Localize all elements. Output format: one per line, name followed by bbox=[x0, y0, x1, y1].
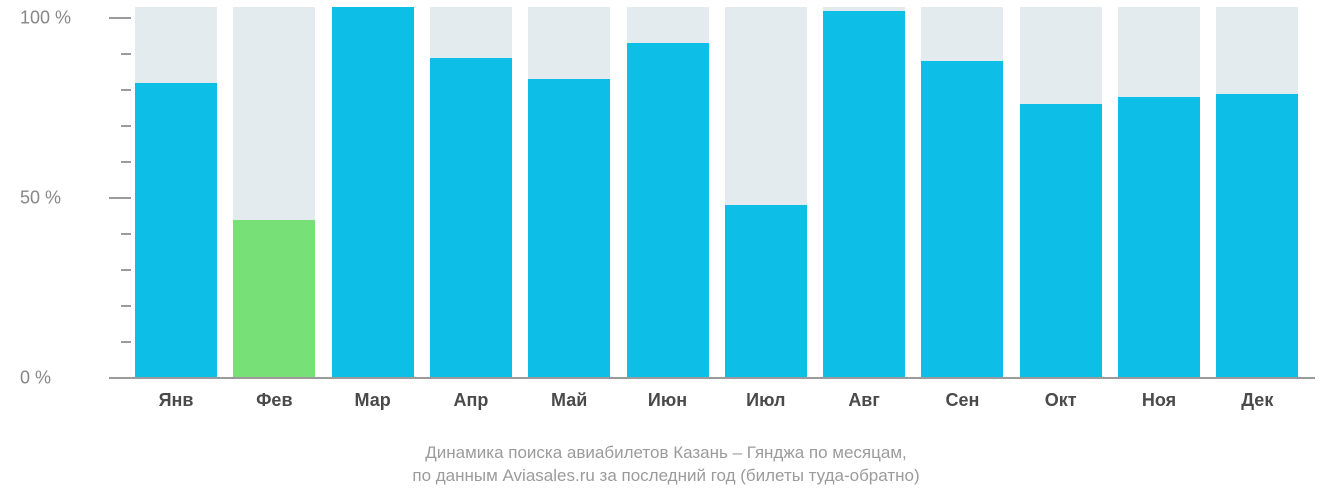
y-tick-major bbox=[109, 17, 131, 19]
y-tick-minor bbox=[121, 305, 131, 307]
bar-slot bbox=[430, 0, 512, 380]
x-tick-label: Май bbox=[551, 390, 587, 411]
bar-slot bbox=[135, 0, 217, 380]
bar bbox=[725, 205, 807, 378]
x-tick-label: Апр bbox=[453, 390, 488, 411]
y-tick-minor bbox=[121, 161, 131, 163]
bar-slot bbox=[1118, 0, 1200, 380]
bar bbox=[332, 7, 414, 378]
x-tick-label: Фев bbox=[256, 390, 292, 411]
caption-line-2: по данным Aviasales.ru за последний год … bbox=[0, 465, 1332, 488]
chart-caption: Динамика поиска авиабилетов Казань – Гян… bbox=[0, 442, 1332, 488]
chart-container: 100 %50 %0 % Янв Фев Мар Апр Май Июн Июл Авг Сен… bbox=[0, 0, 1332, 502]
x-tick-label: Ноя bbox=[1142, 390, 1176, 411]
x-tick-label: Дек bbox=[1241, 390, 1273, 411]
bar-slot bbox=[1020, 0, 1102, 380]
y-axis: 100 %50 %0 % bbox=[0, 0, 135, 420]
y-tick-minor bbox=[121, 269, 131, 271]
y-tick-minor bbox=[121, 125, 131, 127]
y-tick-minor bbox=[121, 89, 131, 91]
bar-slot bbox=[627, 0, 709, 380]
x-tick-label: Июл bbox=[746, 390, 785, 411]
x-tick-label: Мар bbox=[354, 390, 390, 411]
bar bbox=[823, 11, 905, 378]
x-axis-labels: Янв Фев Мар Апр Май Июн Июл Авг Сен Окт Ноя Дек bbox=[135, 390, 1315, 420]
bar-slot bbox=[725, 0, 807, 380]
bar bbox=[1216, 94, 1298, 378]
bar bbox=[627, 43, 709, 378]
bar-slot bbox=[1216, 0, 1298, 380]
bar-slot bbox=[233, 0, 315, 380]
bar bbox=[528, 79, 610, 378]
bar bbox=[430, 58, 512, 378]
x-tick-label: Июн bbox=[648, 390, 687, 411]
y-tick-minor bbox=[121, 341, 131, 343]
bar-slot bbox=[528, 0, 610, 380]
x-tick-label: Окт bbox=[1045, 390, 1077, 411]
bar-slot bbox=[332, 0, 414, 380]
x-tick-label: Авг bbox=[848, 390, 880, 411]
caption-line-1: Динамика поиска авиабилетов Казань – Гян… bbox=[0, 442, 1332, 465]
y-tick-minor bbox=[121, 53, 131, 55]
y-tick-major bbox=[109, 197, 131, 199]
bar bbox=[135, 83, 217, 378]
bar-slot bbox=[921, 0, 1003, 380]
bar-slot bbox=[823, 0, 905, 380]
bar bbox=[233, 220, 315, 378]
x-axis-line bbox=[109, 377, 1315, 379]
bars-area bbox=[135, 0, 1315, 380]
x-tick-label: Сен bbox=[945, 390, 979, 411]
bar bbox=[1020, 104, 1102, 378]
bar bbox=[1118, 97, 1200, 378]
bar bbox=[921, 61, 1003, 378]
y-tick-minor bbox=[121, 233, 131, 235]
x-tick-label: Янв bbox=[159, 390, 194, 411]
